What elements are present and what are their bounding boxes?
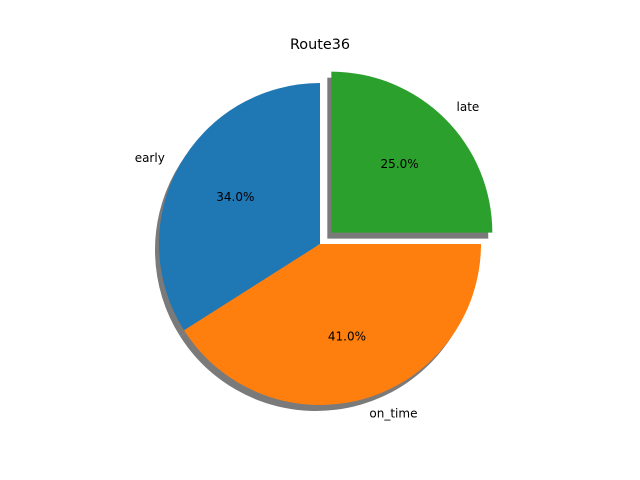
percent-label-early: 34.0% bbox=[216, 190, 254, 204]
pie-slice-on-time bbox=[184, 244, 481, 406]
slice-label-on-time: on_time bbox=[369, 407, 417, 421]
chart-title: Route36 bbox=[290, 37, 350, 53]
slice-label-early: early bbox=[135, 151, 165, 165]
percent-label-on-time: 41.0% bbox=[328, 329, 366, 343]
slice-layer bbox=[158, 71, 493, 406]
percent-label-late: 25.0% bbox=[381, 157, 419, 171]
pie-slice-early bbox=[158, 83, 320, 331]
label-layer: early 34.0% on_time 41.0% late 25.0% bbox=[135, 100, 480, 421]
pie-slice-late bbox=[331, 71, 493, 233]
slice-label-late: late bbox=[457, 100, 480, 114]
